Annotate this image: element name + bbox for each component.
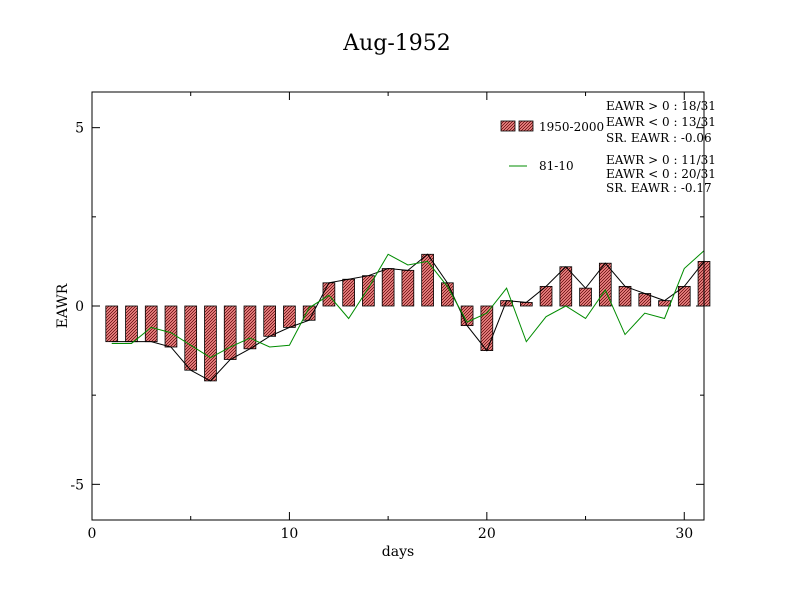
bar: [223, 305, 237, 360]
x-tick-label: 30: [675, 526, 693, 542]
bar: [618, 285, 632, 307]
bar: [144, 305, 158, 343]
y-tick-label: 0: [75, 299, 84, 315]
legend: 1950-2000 81-10 EAWR > 0 : 18/31 EAWR < …: [500, 99, 716, 195]
series-line-81-10: [111, 250, 705, 359]
bar: [105, 305, 119, 343]
stat-negative-1: EAWR < 0 : 13/31: [606, 115, 716, 129]
bar: [520, 302, 533, 307]
bar: [125, 305, 138, 343]
bar: [322, 282, 336, 307]
bar: [579, 287, 592, 307]
bar: [283, 305, 296, 328]
stat-positive-2: EAWR > 0 : 11/31: [606, 153, 716, 167]
stat-sr-1: SR. EAWR : -0.06: [606, 131, 712, 145]
legend-label-bars: 1950-2000: [539, 120, 604, 134]
bar: [263, 305, 277, 337]
bar: [204, 305, 217, 382]
plot-area: [91, 92, 711, 520]
x-tick-label: 20: [478, 526, 496, 542]
legend-bar-swatch: [500, 120, 516, 132]
x-tick-label: 10: [281, 526, 299, 542]
chart-title: Aug-1952: [342, 31, 451, 56]
y-tick-label: 5: [75, 121, 84, 137]
y-tick-label: -5: [70, 477, 84, 493]
y-axis-label: EAWR: [55, 283, 71, 328]
bar: [243, 305, 257, 350]
bar: [381, 268, 395, 307]
x-tick-label: 0: [88, 526, 97, 542]
plot-frame: [91, 91, 705, 521]
legend-label-line: 81-10: [539, 159, 574, 173]
bar: [164, 305, 178, 348]
series-line-1950-2000: [111, 253, 705, 382]
bar: [342, 278, 355, 307]
stat-positive-1: EAWR > 0 : 18/31: [606, 99, 716, 113]
bar: [184, 305, 198, 371]
stat-sr-2: SR. EAWR : -0.17: [606, 181, 712, 195]
stat-negative-2: EAWR < 0 : 20/31: [606, 167, 716, 181]
legend-bar-swatch: [518, 120, 534, 132]
bar: [401, 269, 415, 307]
x-axis-label: days: [382, 544, 414, 560]
bar: [658, 300, 671, 307]
bar: [559, 266, 573, 307]
